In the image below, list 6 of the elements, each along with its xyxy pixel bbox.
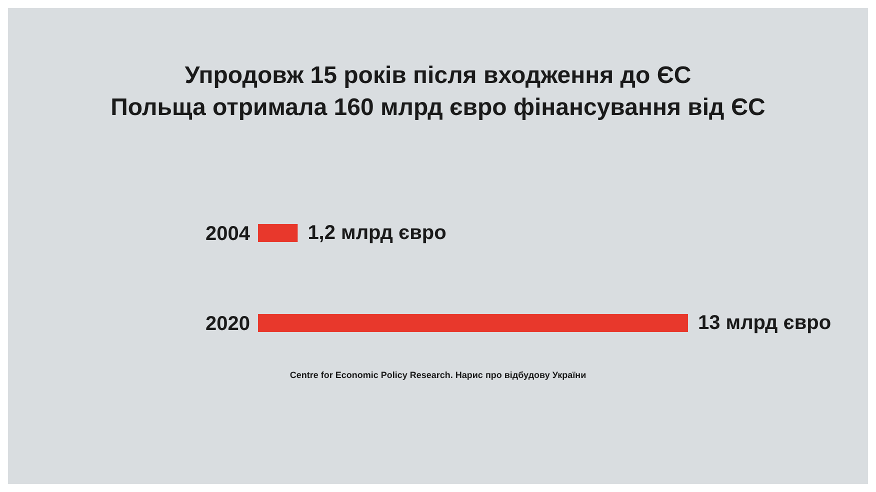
data-label: 13 млрд євро xyxy=(698,312,832,334)
chart-title: Упродовж 15 років після входження до ЄС Польща отримала 160 млрд євро фінансування від ЄС xyxy=(110,61,766,123)
text: Centre for Economic Policy Research. Нарис про відбудову України xyxy=(288,370,588,380)
data-label: 1,2 млрд євро xyxy=(308,222,446,244)
y-tick-label: 2004 xyxy=(206,223,251,246)
y-tick-label: 2020 xyxy=(206,313,250,336)
